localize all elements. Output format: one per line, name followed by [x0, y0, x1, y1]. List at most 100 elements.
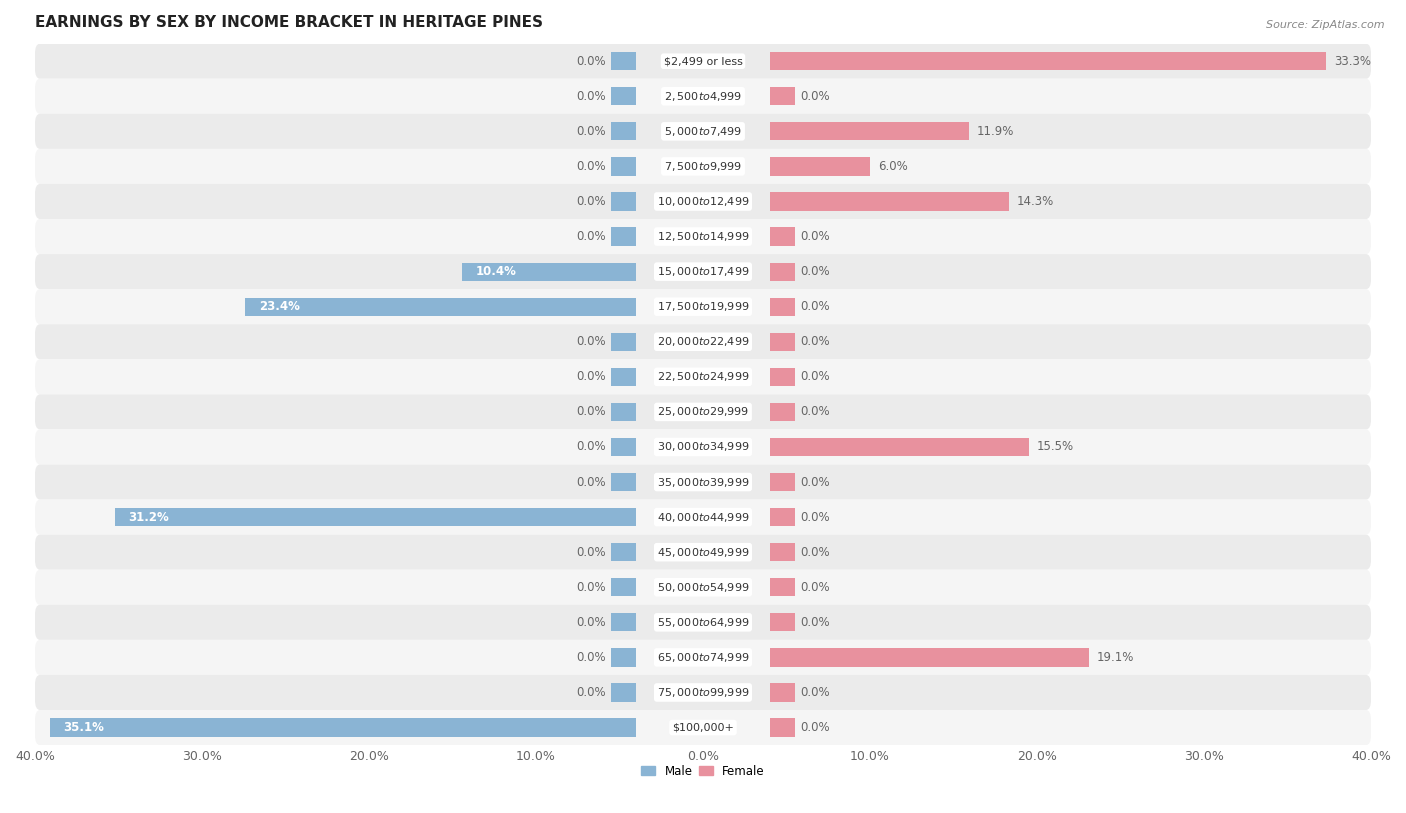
Text: $30,000 to $34,999: $30,000 to $34,999: [657, 441, 749, 454]
Text: 0.0%: 0.0%: [800, 300, 830, 313]
Bar: [770, 719, 794, 737]
Text: $40,000 to $44,999: $40,000 to $44,999: [657, 511, 749, 524]
Text: 0.0%: 0.0%: [576, 230, 606, 243]
Text: $45,000 to $49,999: $45,000 to $49,999: [657, 546, 749, 559]
Bar: [770, 263, 794, 280]
Text: $2,499 or less: $2,499 or less: [664, 56, 742, 66]
Text: $25,000 to $29,999: $25,000 to $29,999: [657, 406, 749, 419]
Bar: [770, 613, 794, 632]
FancyBboxPatch shape: [35, 394, 1371, 429]
Text: 0.0%: 0.0%: [576, 546, 606, 559]
Text: $75,000 to $99,999: $75,000 to $99,999: [657, 686, 749, 699]
Text: 0.0%: 0.0%: [800, 476, 830, 489]
Bar: [612, 473, 636, 491]
Bar: [612, 122, 636, 141]
Text: 14.3%: 14.3%: [1017, 195, 1054, 208]
Text: $22,500 to $24,999: $22,500 to $24,999: [657, 371, 749, 384]
Bar: [612, 578, 636, 597]
Text: 0.0%: 0.0%: [576, 335, 606, 348]
FancyBboxPatch shape: [35, 184, 1371, 219]
FancyBboxPatch shape: [35, 605, 1371, 640]
Bar: [770, 52, 1326, 70]
Text: 0.0%: 0.0%: [576, 54, 606, 67]
Text: 6.0%: 6.0%: [879, 160, 908, 173]
FancyBboxPatch shape: [35, 289, 1371, 324]
FancyBboxPatch shape: [35, 675, 1371, 710]
Bar: [770, 87, 794, 106]
FancyBboxPatch shape: [35, 254, 1371, 289]
Bar: [115, 508, 636, 526]
Text: 10.4%: 10.4%: [475, 265, 517, 278]
FancyBboxPatch shape: [35, 429, 1371, 464]
Text: 0.0%: 0.0%: [576, 476, 606, 489]
Text: $12,500 to $14,999: $12,500 to $14,999: [657, 230, 749, 243]
Bar: [770, 648, 1088, 667]
Text: 0.0%: 0.0%: [800, 721, 830, 734]
Text: 23.4%: 23.4%: [259, 300, 299, 313]
Bar: [770, 508, 794, 526]
Bar: [612, 333, 636, 351]
Text: 0.0%: 0.0%: [800, 546, 830, 559]
Bar: [612, 402, 636, 421]
FancyBboxPatch shape: [35, 464, 1371, 499]
Bar: [770, 473, 794, 491]
Text: 0.0%: 0.0%: [576, 160, 606, 173]
Text: $50,000 to $54,999: $50,000 to $54,999: [657, 580, 749, 593]
FancyBboxPatch shape: [35, 324, 1371, 359]
Text: 0.0%: 0.0%: [800, 335, 830, 348]
Bar: [770, 122, 969, 141]
FancyBboxPatch shape: [35, 535, 1371, 570]
FancyBboxPatch shape: [35, 710, 1371, 745]
Text: 0.0%: 0.0%: [576, 406, 606, 419]
Text: 0.0%: 0.0%: [576, 125, 606, 138]
Text: $65,000 to $74,999: $65,000 to $74,999: [657, 651, 749, 664]
Bar: [612, 648, 636, 667]
Text: Source: ZipAtlas.com: Source: ZipAtlas.com: [1267, 20, 1385, 30]
Text: 0.0%: 0.0%: [576, 195, 606, 208]
Bar: [246, 298, 636, 315]
FancyBboxPatch shape: [35, 44, 1371, 79]
Bar: [612, 367, 636, 386]
Text: $20,000 to $22,499: $20,000 to $22,499: [657, 335, 749, 348]
FancyBboxPatch shape: [35, 219, 1371, 254]
Text: 0.0%: 0.0%: [576, 615, 606, 628]
Text: 0.0%: 0.0%: [800, 406, 830, 419]
Text: 31.2%: 31.2%: [128, 511, 169, 524]
Text: 0.0%: 0.0%: [800, 686, 830, 699]
Text: 19.1%: 19.1%: [1097, 651, 1135, 664]
Text: 35.1%: 35.1%: [63, 721, 104, 734]
Text: 0.0%: 0.0%: [800, 615, 830, 628]
Text: $7,500 to $9,999: $7,500 to $9,999: [664, 160, 742, 173]
Bar: [51, 719, 636, 737]
FancyBboxPatch shape: [35, 79, 1371, 114]
Legend: Male, Female: Male, Female: [641, 765, 765, 778]
Text: 0.0%: 0.0%: [800, 230, 830, 243]
Bar: [612, 543, 636, 561]
Text: 0.0%: 0.0%: [576, 89, 606, 102]
Text: 0.0%: 0.0%: [576, 580, 606, 593]
Bar: [612, 52, 636, 70]
Text: $55,000 to $64,999: $55,000 to $64,999: [657, 615, 749, 628]
Text: 0.0%: 0.0%: [576, 651, 606, 664]
Text: 0.0%: 0.0%: [576, 441, 606, 454]
Bar: [770, 578, 794, 597]
Bar: [770, 193, 1008, 211]
Text: 0.0%: 0.0%: [800, 511, 830, 524]
Bar: [770, 367, 794, 386]
Text: 0.0%: 0.0%: [800, 580, 830, 593]
Text: 0.0%: 0.0%: [576, 686, 606, 699]
Text: 0.0%: 0.0%: [800, 371, 830, 384]
Text: $10,000 to $12,499: $10,000 to $12,499: [657, 195, 749, 208]
Text: 0.0%: 0.0%: [800, 89, 830, 102]
FancyBboxPatch shape: [35, 149, 1371, 184]
Bar: [770, 228, 794, 246]
Bar: [770, 333, 794, 351]
Bar: [612, 193, 636, 211]
Bar: [770, 438, 1029, 456]
Text: 15.5%: 15.5%: [1038, 441, 1074, 454]
Text: $17,500 to $19,999: $17,500 to $19,999: [657, 300, 749, 313]
Bar: [612, 438, 636, 456]
Text: 33.3%: 33.3%: [1334, 54, 1371, 67]
FancyBboxPatch shape: [35, 640, 1371, 675]
Bar: [770, 157, 870, 176]
